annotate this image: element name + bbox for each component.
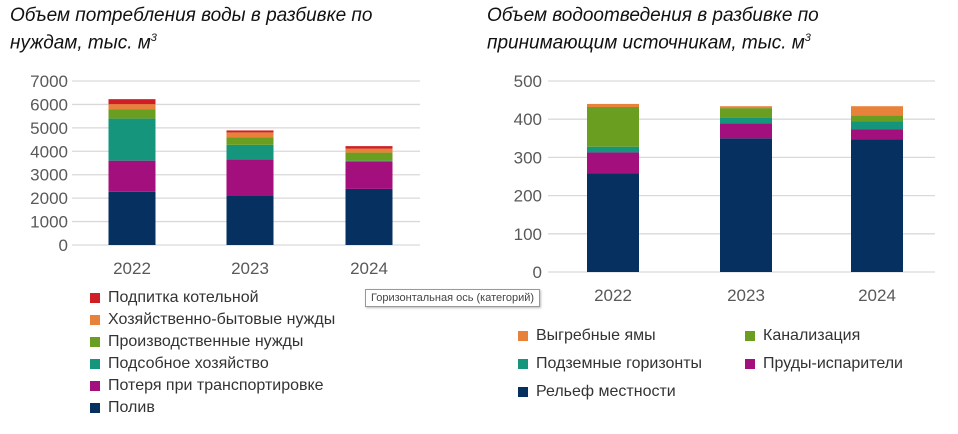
legend-label: Подземные горизонты: [536, 355, 703, 372]
bar-segment: [587, 106, 639, 147]
legend-item: Потеря при транспортировке: [90, 377, 324, 395]
y-tick-label: 4000: [30, 142, 68, 161]
legend-label: Подсобное хозяйство: [108, 355, 269, 372]
bar-segment: [851, 139, 903, 272]
bar-segment: [108, 99, 156, 105]
left-chart-title: Объем потребления воды в разбивке по нужд…: [10, 4, 372, 54]
bar-segment: [226, 130, 274, 133]
bar-segment: [720, 123, 772, 139]
legend-label: Рельеф местности: [536, 383, 676, 400]
legend-swatch: [518, 331, 528, 341]
legend-swatch: [90, 381, 100, 391]
bar-segment: [345, 152, 393, 161]
legend-item: Хозяйственно-бытовые нужды: [90, 311, 335, 329]
bar-segment: [720, 117, 772, 124]
title-line: Объем потребления воды в разбивке по: [10, 5, 373, 26]
title-line: нуждам, тыс. м: [10, 32, 151, 54]
bar-segment: [108, 191, 156, 245]
bar-segment: [108, 109, 156, 119]
legend-swatch: [745, 359, 755, 369]
legend-label: Производственные нужды: [108, 333, 304, 350]
x-tick-label: 2024: [858, 286, 896, 305]
bar-segment: [851, 106, 903, 116]
bar-segment: [587, 173, 639, 272]
bar-segment: [587, 103, 639, 107]
y-tick-label: 500: [514, 72, 542, 91]
title-line: Объем водоотведения в разбивке по: [487, 5, 819, 26]
bar-segment: [851, 115, 903, 122]
legend-item: Полив: [90, 399, 155, 417]
legend-swatch: [90, 403, 100, 413]
bar-segment: [108, 104, 156, 110]
y-tick-label: 1000: [30, 213, 68, 232]
bar-segment: [587, 146, 639, 153]
bar-segment: [720, 108, 772, 118]
x-tick-label: 2022: [113, 259, 151, 278]
y-tick-label: 7000: [30, 72, 68, 91]
right-chart-title: Объем водоотведения в разбивке по принима…: [487, 4, 819, 54]
bar-segment: [720, 138, 772, 272]
legend-label: Выгребные ямы: [536, 327, 656, 344]
legend-swatch: [518, 387, 528, 397]
legend-label: Пруды-испарители: [763, 355, 903, 372]
y-tick-label: 100: [514, 225, 542, 244]
legend-label: Хозяйственно-бытовые нужды: [108, 311, 336, 328]
x-tick-label: 2022: [594, 286, 632, 305]
legend-label: Канализация: [763, 327, 861, 344]
legend-item: Канализация: [745, 327, 860, 345]
y-tick-label: 200: [514, 187, 542, 206]
y-tick-label: 0: [533, 263, 542, 282]
bar-segment: [226, 137, 274, 145]
y-tick-label: 400: [514, 110, 542, 129]
bar-segment: [345, 160, 393, 162]
axis-tooltip: Горизонтальная ось (категорий): [365, 289, 541, 307]
bar-segment: [226, 159, 274, 196]
legend-item: Подпитка котельной: [90, 289, 259, 307]
y-tick-label: 300: [514, 148, 542, 167]
legend-item: Производственные нужды: [90, 333, 303, 351]
legend-label: Потеря при транспортировке: [108, 377, 324, 394]
legend-label: Подпитка котельной: [108, 289, 259, 306]
x-tick-label: 2023: [231, 259, 269, 278]
legend-swatch: [90, 293, 100, 303]
y-tick-label: 6000: [30, 95, 68, 114]
legend-label: Полив: [108, 399, 155, 416]
legend-swatch: [90, 315, 100, 325]
legend-swatch: [745, 331, 755, 341]
bar-segment: [720, 106, 772, 109]
legend-item: Рельеф местности: [518, 383, 676, 401]
bar-segment: [851, 121, 903, 130]
title-line: принимающим источникам, тыс. м: [487, 32, 805, 54]
legend-item: Выгребные ямы: [518, 327, 656, 345]
legend-swatch: [90, 359, 100, 369]
bar-segment: [345, 188, 393, 245]
title-sup: 3: [150, 32, 157, 44]
legend-item: Подсобное хозяйство: [90, 355, 269, 373]
bar-segment: [108, 118, 156, 161]
bar-segment: [587, 152, 639, 174]
legend-swatch: [518, 359, 528, 369]
bar-segment: [226, 195, 274, 245]
legend-swatch: [90, 337, 100, 347]
bar-segment: [851, 129, 903, 140]
y-tick-label: 5000: [30, 119, 68, 138]
bar-segment: [345, 148, 393, 153]
x-tick-label: 2024: [350, 259, 388, 278]
y-tick-label: 2000: [30, 189, 68, 208]
legend-item: Подземные горизонты: [518, 355, 702, 373]
bar-segment: [108, 160, 156, 192]
bar-segment: [345, 161, 393, 189]
bar-segment: [226, 132, 274, 138]
y-tick-label: 3000: [30, 166, 68, 185]
x-tick-label: 2023: [727, 286, 765, 305]
y-tick-label: 0: [59, 236, 68, 255]
title-sup: 3: [804, 32, 811, 44]
bar-segment: [345, 146, 393, 149]
legend-item: Пруды-испарители: [745, 355, 903, 373]
bar-segment: [226, 144, 274, 160]
